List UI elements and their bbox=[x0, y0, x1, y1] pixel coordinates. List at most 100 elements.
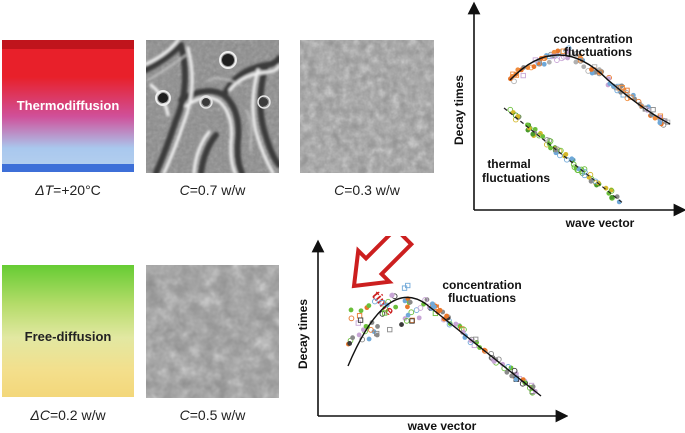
concentration-annotation-1: concentration bbox=[442, 278, 521, 292]
concentration-data-point bbox=[581, 64, 587, 70]
decay-data-point bbox=[408, 309, 415, 316]
free-diffusion-block: Free-diffusion bbox=[2, 265, 134, 397]
decay-data-point bbox=[366, 303, 372, 309]
concentration-data-point bbox=[597, 69, 604, 76]
decay-data-point bbox=[401, 285, 408, 291]
thermal-data-point bbox=[564, 156, 570, 163]
concentration-data-point bbox=[589, 67, 594, 72]
c03-caption: C=0.3 w/w bbox=[334, 182, 400, 198]
free-diffusion-label: Free-diffusion bbox=[24, 329, 112, 344]
thermal-data-point bbox=[603, 185, 609, 191]
shadowgraph-image-c03 bbox=[300, 40, 434, 173]
hot-plate bbox=[2, 40, 134, 49]
thermal-data-point bbox=[547, 138, 554, 145]
thermal-annotation-1: thermal bbox=[487, 157, 530, 171]
delta-c-caption: ΔC=0.2 w/w bbox=[30, 407, 106, 423]
decay-data-point bbox=[407, 299, 413, 305]
decay-data-point bbox=[409, 318, 415, 324]
c05-caption: C=0.5 w/w bbox=[179, 407, 246, 423]
thermal-data-point bbox=[608, 188, 615, 194]
decay-data-point bbox=[422, 297, 428, 303]
decay-data-point bbox=[453, 321, 459, 327]
decay-data-point bbox=[348, 307, 354, 313]
decay-data-point bbox=[511, 367, 518, 374]
thermal-data-point bbox=[582, 169, 588, 175]
thermal-data-point bbox=[532, 126, 538, 132]
decay-data-point bbox=[371, 329, 377, 334]
concentration-data-point bbox=[644, 107, 651, 113]
concentration-annotation-1: concentration bbox=[553, 32, 632, 46]
y-axis-label: Decay times bbox=[452, 75, 466, 145]
thermal-data-point bbox=[592, 178, 599, 185]
thermal-data-point bbox=[609, 195, 615, 200]
concentration-annotation-2: fluctuations bbox=[448, 291, 516, 305]
decay-data-point bbox=[368, 327, 374, 333]
decay-data-point bbox=[405, 304, 410, 310]
decay-data-point bbox=[348, 315, 355, 322]
cold-plate bbox=[2, 164, 134, 172]
thermodiffusion-block: Thermodiffusion bbox=[2, 40, 134, 172]
y-axis-label: Decay times bbox=[296, 299, 310, 369]
concentration-data-point bbox=[574, 51, 580, 57]
x-axis-label: wave vector bbox=[407, 419, 477, 433]
concentration-data-point bbox=[535, 60, 542, 67]
time-arrow bbox=[351, 236, 415, 289]
thermal-data-point bbox=[588, 178, 594, 184]
concentration-data-point bbox=[541, 61, 547, 67]
concentration-data-point bbox=[555, 48, 561, 54]
x-axis-label: wave vector bbox=[565, 216, 635, 230]
thermal-data-point bbox=[569, 156, 575, 162]
concentration-data-point bbox=[657, 120, 663, 126]
decay-data-point bbox=[513, 376, 519, 382]
decay-data-point bbox=[366, 336, 372, 342]
concentration-data-point bbox=[662, 118, 668, 124]
thermodiffusion-label: Thermodiffusion bbox=[16, 98, 120, 113]
decay-data-point bbox=[509, 373, 515, 379]
decay-data-point bbox=[473, 336, 479, 342]
concentration-data-point bbox=[573, 59, 579, 65]
decay-data-point bbox=[387, 326, 393, 333]
decay-data-point bbox=[527, 384, 533, 391]
decay-data-point bbox=[371, 298, 378, 305]
thermal-data-point bbox=[536, 132, 542, 139]
concentration-data-point bbox=[531, 64, 537, 70]
thermal-fit-line bbox=[503, 107, 625, 205]
decay-data-point bbox=[347, 341, 353, 346]
decay-data-point bbox=[357, 317, 364, 323]
bottom-decay-chart: Decay times wave vector time concentrati… bbox=[296, 236, 568, 433]
thermal-data-point bbox=[571, 164, 578, 171]
thermal-data-point bbox=[563, 151, 569, 157]
concentration-data-point bbox=[511, 78, 517, 85]
concentration-annotation-2: fluctuations bbox=[564, 45, 632, 59]
decay-data-point bbox=[356, 313, 363, 319]
delta-t-caption: ΔT=+20°C bbox=[35, 182, 101, 198]
decay-data-point bbox=[393, 304, 399, 310]
decay-data-point bbox=[457, 323, 463, 329]
concentration-data-point bbox=[624, 87, 630, 94]
top-decay-chart: Decay times wave vector concentration fl… bbox=[452, 1, 685, 230]
thermal-data-point bbox=[530, 131, 536, 137]
decay-data-point bbox=[379, 300, 385, 306]
thermal-data-point bbox=[576, 166, 581, 172]
thermal-data-point bbox=[570, 161, 577, 168]
decay-data-point bbox=[358, 308, 364, 314]
decay-data-point bbox=[416, 315, 422, 321]
concentration-data-point bbox=[565, 49, 570, 55]
concentration-data-point bbox=[560, 48, 567, 54]
decay-data-point bbox=[403, 317, 410, 324]
concentration-data-point bbox=[619, 84, 625, 91]
decay-data-point bbox=[389, 292, 395, 298]
decay-data-point bbox=[374, 332, 380, 338]
concentration-data-point bbox=[638, 103, 645, 110]
decay-data-point bbox=[361, 327, 366, 333]
concentration-data-point bbox=[558, 55, 565, 62]
thermal-annotation-2: fluctuations bbox=[482, 171, 550, 185]
decay-data-point bbox=[437, 307, 443, 313]
decay-data-point bbox=[417, 305, 424, 311]
decay-data-point bbox=[350, 335, 356, 341]
thermal-data-point bbox=[548, 145, 553, 151]
decay-data-point bbox=[405, 312, 411, 318]
concentration-data-point bbox=[520, 72, 526, 79]
thermal-data-point bbox=[586, 174, 592, 180]
decay-data-point bbox=[402, 316, 408, 321]
